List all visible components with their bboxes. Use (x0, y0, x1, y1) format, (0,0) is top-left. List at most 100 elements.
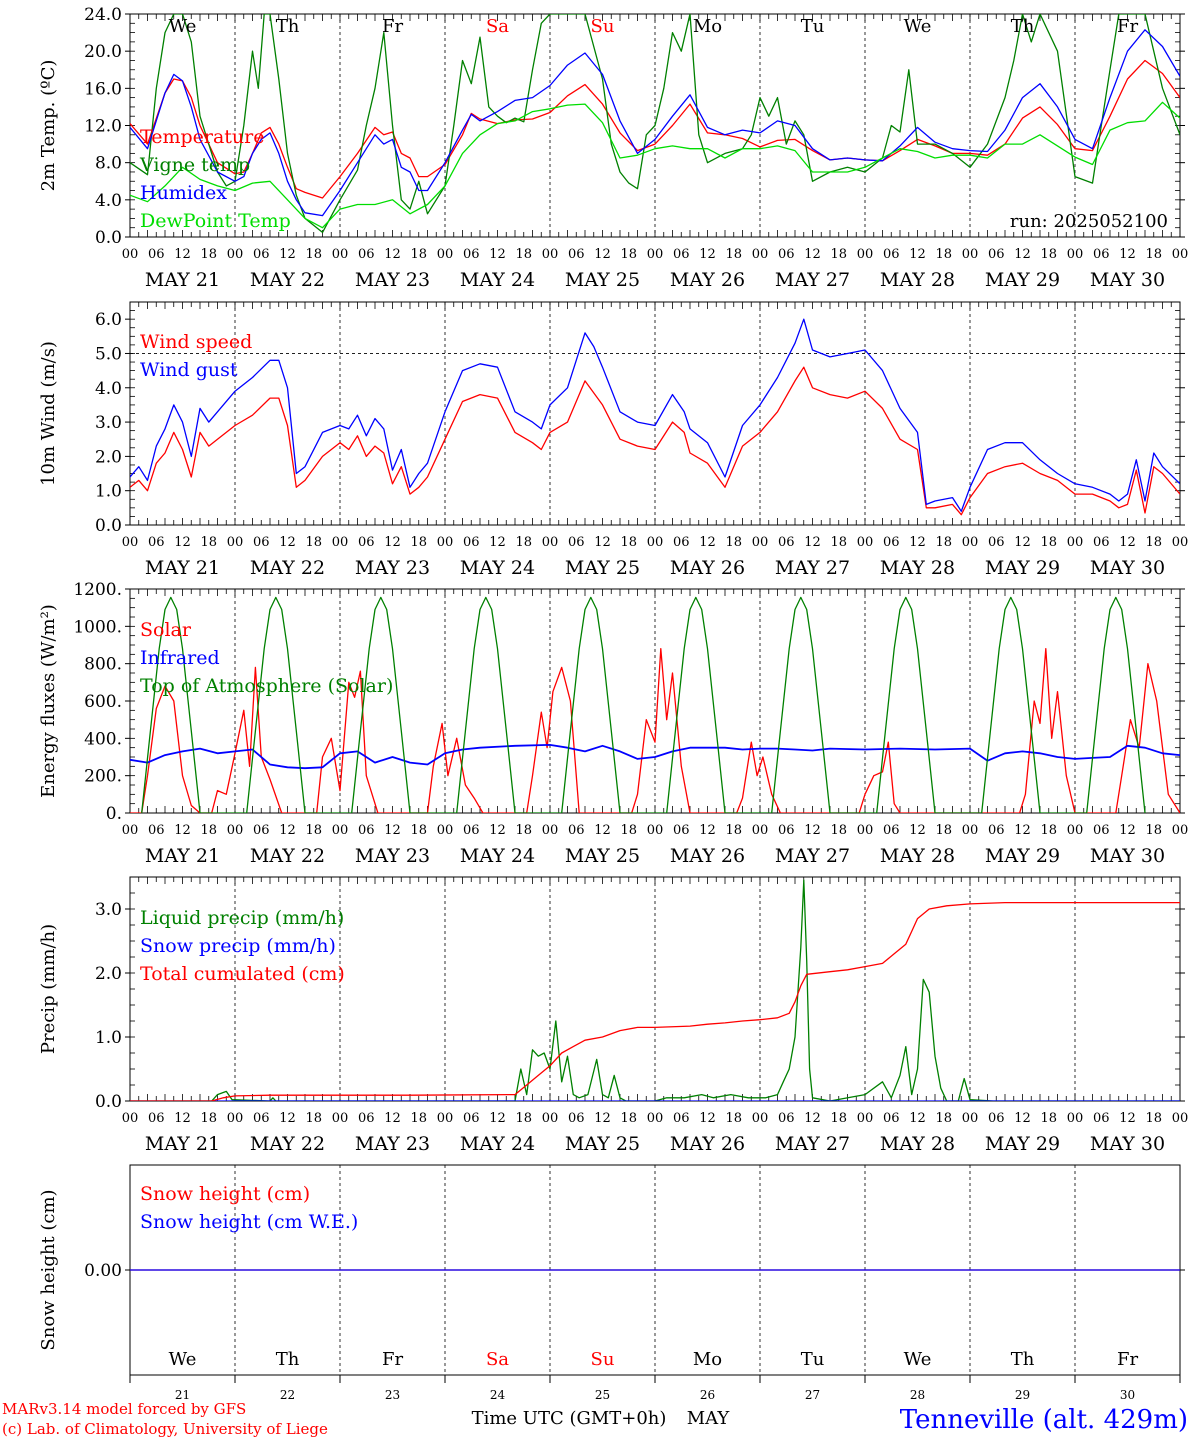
x-hour-label: 12 (1119, 535, 1136, 550)
x-hour-label: 18 (725, 247, 742, 262)
y-tick-label: 3.0 (95, 900, 122, 920)
x-hour-label: 00 (962, 247, 979, 262)
x-hour-label: 00 (542, 1111, 559, 1126)
y-tick-label: 2.0 (95, 447, 122, 467)
panel-5: 0.00 Snow height (cm) Snow height (cm) Snow… (38, 1164, 1185, 1376)
x-hour-label: 12 (804, 823, 821, 838)
series-line-temperature (130, 59, 1180, 199)
weekday-label-bottom: Su (591, 1349, 615, 1370)
y-tick-label: 16.0 (84, 79, 122, 99)
x-date-label: MAY 25 (565, 845, 640, 867)
x-hour-label: 06 (148, 823, 165, 838)
x-hour-label: 18 (515, 247, 532, 262)
x-hour-label: 00 (1172, 823, 1189, 838)
weekday-label-top: Th (276, 16, 300, 37)
x-hour-label: 06 (883, 823, 900, 838)
x-hour-label: 06 (1093, 1111, 1110, 1126)
x-hour-label: 06 (148, 535, 165, 550)
x-hour-label: 12 (909, 247, 926, 262)
x-axis-month: MAY (687, 1408, 731, 1429)
y-tick-label: 0.0 (95, 228, 122, 248)
x-hour-label: 12 (1119, 823, 1136, 838)
x-hour-label: 06 (673, 1111, 690, 1126)
x-hour-label: 12 (594, 823, 611, 838)
day-number-label: 26 (700, 1388, 715, 1402)
x-hour-label: 06 (778, 247, 795, 262)
day-number-label: 25 (595, 1388, 610, 1402)
x-hour-label: 00 (857, 1111, 874, 1126)
day-number-label: 29 (1015, 1388, 1030, 1402)
x-hour-label: 18 (1145, 535, 1162, 550)
x-hour-label: 00 (1067, 247, 1084, 262)
x-hour-label: 06 (673, 823, 690, 838)
x-hour-label: 12 (909, 1111, 926, 1126)
x-hour-label: 18 (1145, 247, 1162, 262)
x-hour-label: 00 (332, 823, 349, 838)
x-date-label: MAY 24 (460, 1133, 535, 1155)
x-hour-label: 12 (594, 247, 611, 262)
x-hour-label: 06 (358, 247, 375, 262)
x-hour-label: 06 (1093, 823, 1110, 838)
x-hour-label: 12 (174, 247, 191, 262)
x-hour-label: 18 (1145, 1111, 1162, 1126)
x-hour-label: 12 (699, 1111, 716, 1126)
day-number-label: 28 (910, 1388, 925, 1402)
x-date-label: MAY 28 (880, 845, 955, 867)
y-tick-label: 20.0 (84, 42, 122, 62)
y-tick-label: 1.0 (95, 482, 122, 502)
x-hour-label: 00 (962, 535, 979, 550)
x-hour-label: 00 (437, 247, 454, 262)
x-hour-label: 00 (1067, 823, 1084, 838)
x-hour-label: 18 (305, 1111, 322, 1126)
run-label: run: 2025052100 (1010, 211, 1168, 232)
x-hour-label: 00 (1172, 535, 1189, 550)
series-line-humidex (130, 29, 1180, 217)
x-hour-label: 18 (725, 1111, 742, 1126)
x-hour-label: 06 (568, 823, 585, 838)
x-hour-label: 06 (358, 823, 375, 838)
x-date-label: MAY 21 (145, 845, 220, 867)
weekday-label-top: Su (591, 16, 615, 37)
panel-3: 0. 200. 400. 600. 800. 1000. 1200. Energy fluxe… (38, 580, 1188, 867)
x-hour-label: 18 (620, 247, 637, 262)
x-hour-label: 00 (122, 535, 139, 550)
x-hour-label: 18 (1040, 247, 1057, 262)
x-hour-label: 12 (909, 535, 926, 550)
x-date-label: MAY 22 (250, 269, 325, 291)
x-date-label: MAY 24 (460, 269, 535, 291)
lab-credit: (c) Lab. of Climatology, University of L… (2, 1420, 328, 1438)
x-hour-label: 00 (857, 823, 874, 838)
weekday-label-bottom: Fr (382, 1349, 403, 1370)
day-number-label: 22 (280, 1388, 295, 1402)
x-hour-label: 12 (1119, 1111, 1136, 1126)
x-axis-title: Time UTC (GMT+0h) (472, 1408, 667, 1429)
panel-1: 0.0 4.0 8.0 12.0 16.0 20.0 24.0 2m Temp. (ºC) Te… (38, 5, 1188, 291)
x-date-label: MAY 28 (880, 1133, 955, 1155)
x-date-label: MAY 27 (775, 269, 850, 291)
x-hour-label: 12 (909, 823, 926, 838)
x-hour-label: 12 (489, 535, 506, 550)
x-date-label: MAY 27 (775, 1133, 850, 1155)
x-hour-label: 12 (384, 1111, 401, 1126)
y-tick-label: 12.0 (84, 117, 122, 137)
x-hour-label: 12 (279, 1111, 296, 1126)
y-tick-label: 3.0 (95, 413, 122, 433)
legend-entry: Total cumulated (cm) (140, 963, 345, 985)
y-tick-label: 2.0 (95, 964, 122, 984)
x-hour-label: 12 (699, 247, 716, 262)
y-tick-label: 1000. (73, 617, 122, 637)
x-hour-label: 00 (752, 1111, 769, 1126)
legend-entry: Wind speed (140, 331, 252, 353)
series-line-total-cumulated-cm- (130, 901, 1180, 1101)
x-hour-label: 06 (148, 1111, 165, 1126)
x-hour-label: 06 (1093, 247, 1110, 262)
x-hour-label: 00 (122, 823, 139, 838)
weekday-label-top: Mo (693, 16, 722, 37)
x-hour-label: 00 (857, 247, 874, 262)
x-hour-label: 18 (200, 1111, 217, 1126)
x-hour-label: 18 (410, 1111, 427, 1126)
x-hour-label: 18 (1040, 1111, 1057, 1126)
model-credit: MARv3.14 model forced by GFS (2, 1400, 246, 1418)
y-tick-label: 8.0 (95, 154, 122, 174)
